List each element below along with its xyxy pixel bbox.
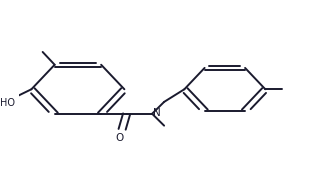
Text: N: N <box>153 108 161 118</box>
Text: HO: HO <box>0 98 15 108</box>
Text: O: O <box>116 133 124 143</box>
